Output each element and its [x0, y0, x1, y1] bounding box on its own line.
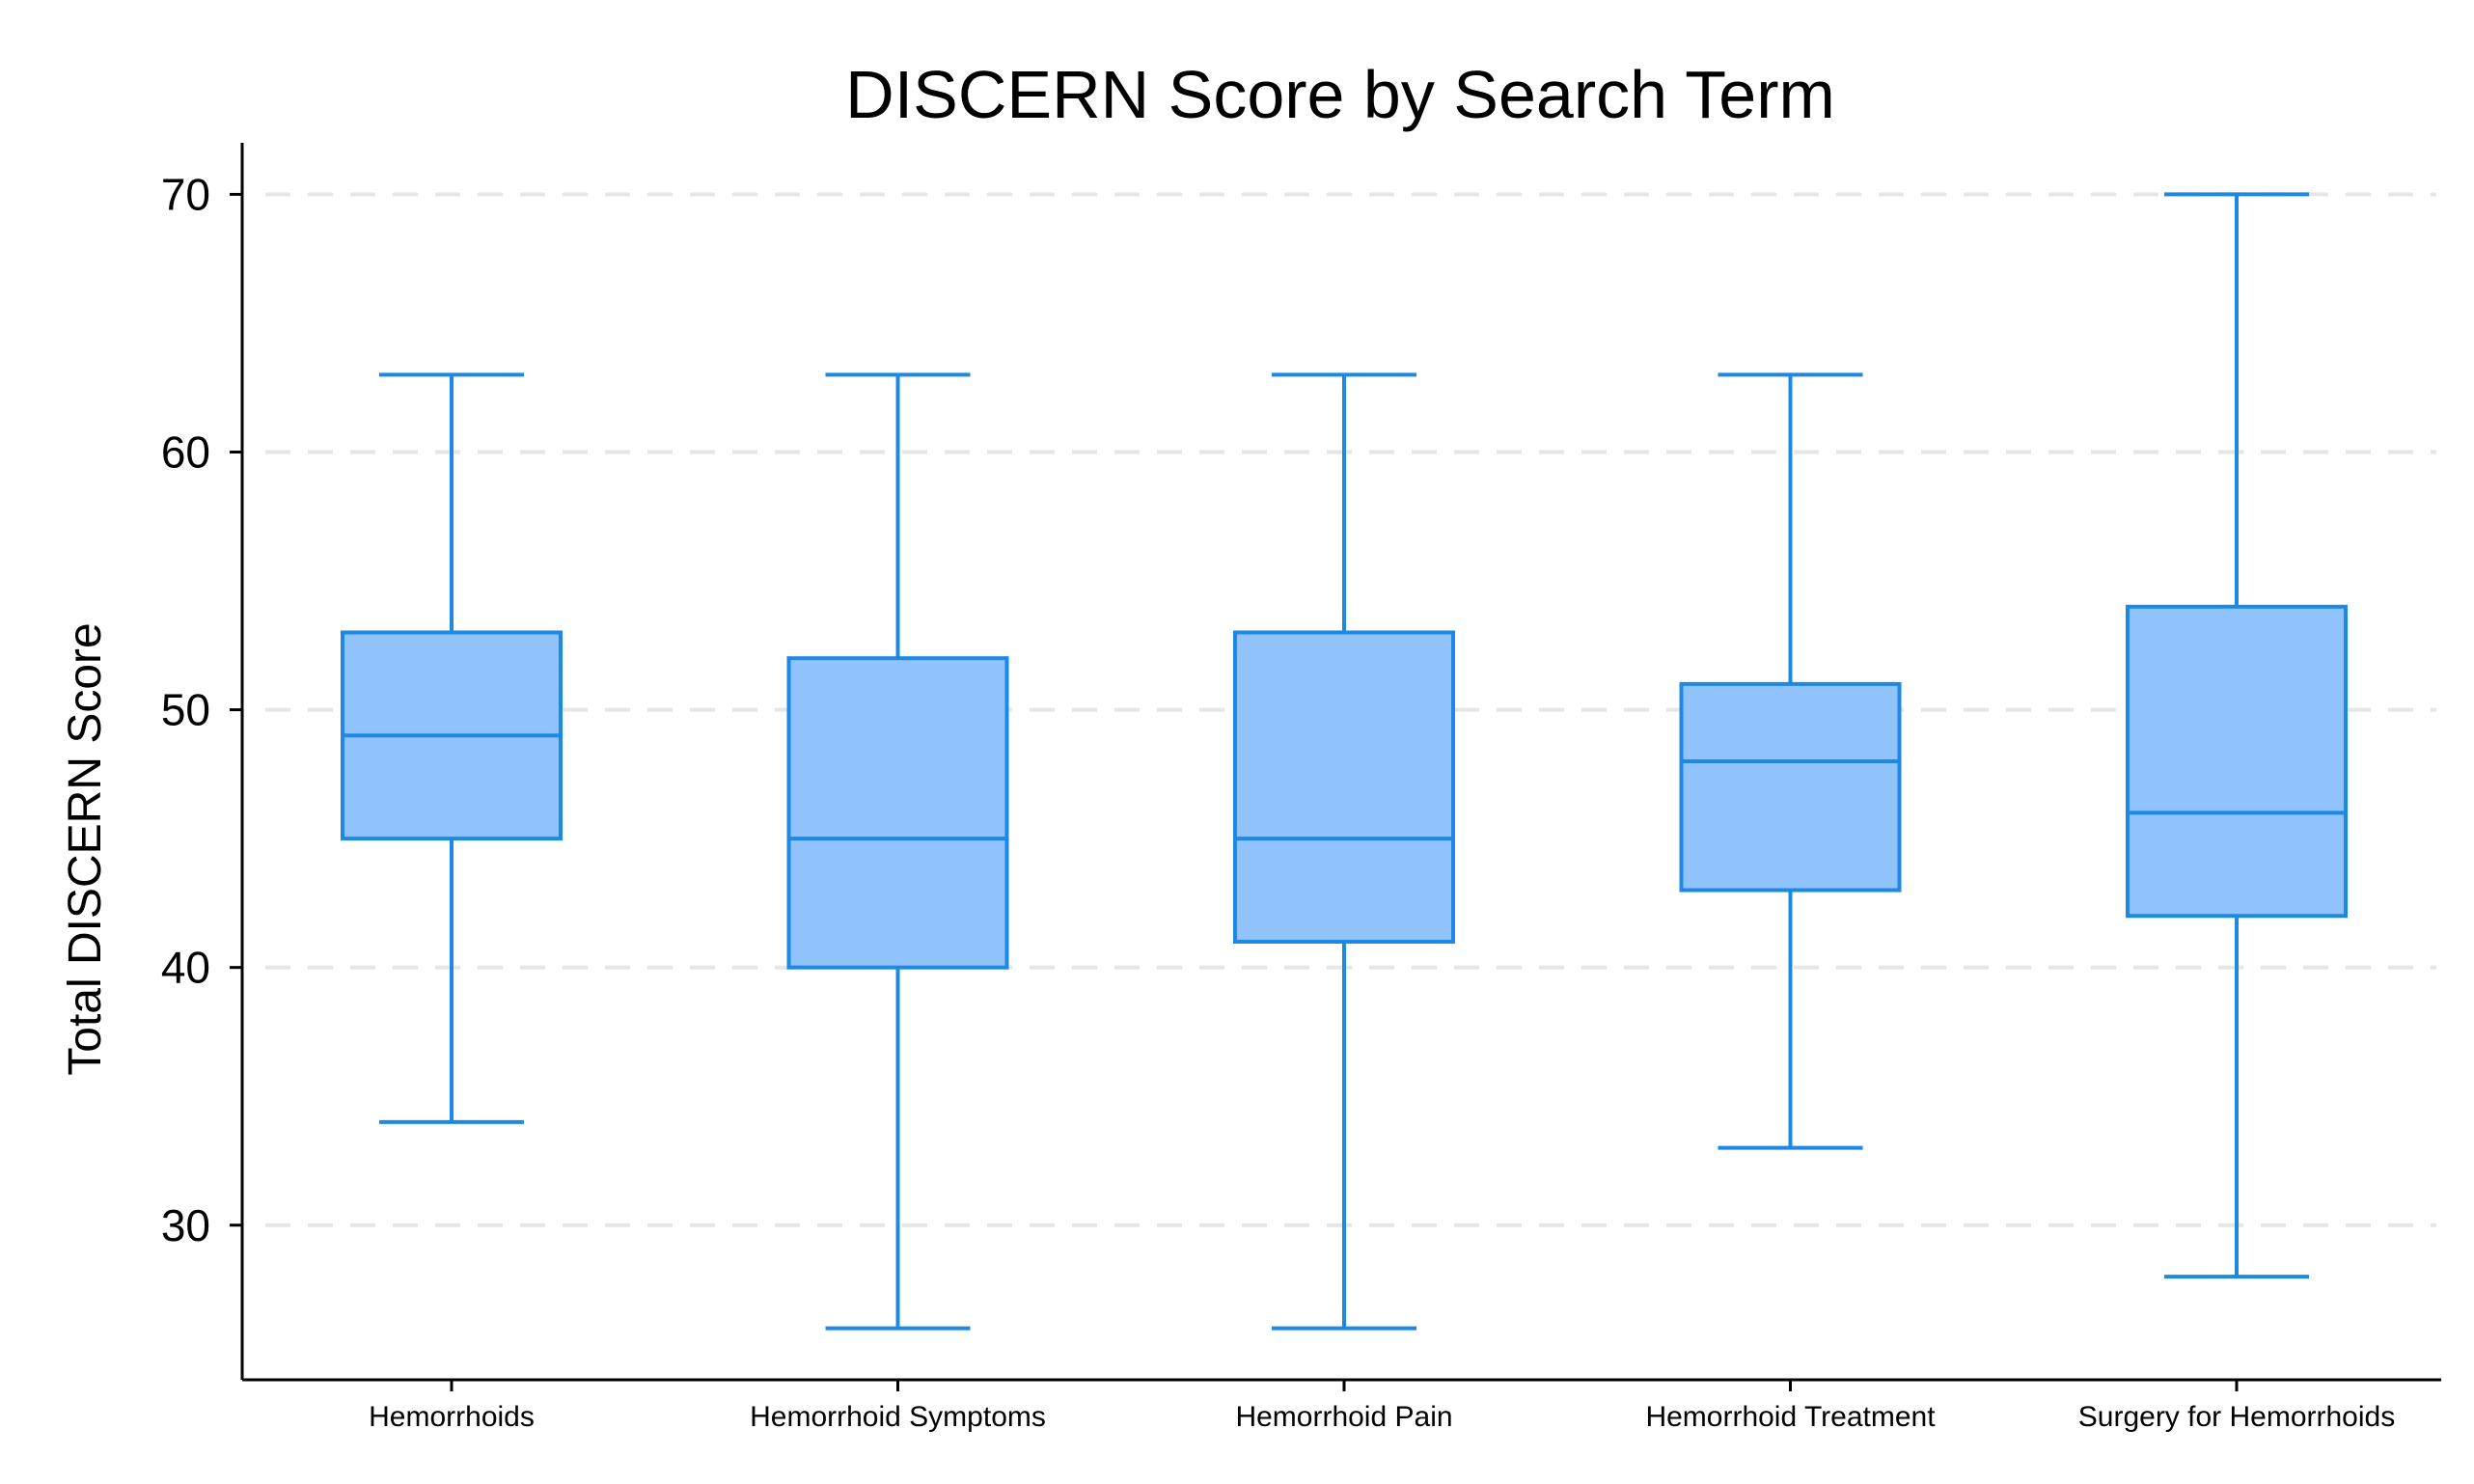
x-tick-label: Hemorrhoid Symptoms [750, 1401, 1046, 1433]
y-ticks: 30 40 50 60 70 [161, 169, 242, 1250]
iqr-box [1233, 630, 1455, 944]
boxes [341, 192, 2348, 1331]
grid-lines [265, 192, 2436, 1227]
box-plot [341, 372, 563, 1124]
x-tick-label: Hemorrhoids [369, 1401, 535, 1433]
box-plot [2126, 192, 2348, 1279]
box-plot [786, 372, 1009, 1331]
x-tick-label: Hemorrhoid Treatment [1645, 1401, 1936, 1433]
x-tick-label: Surgery for Hemorrhoids [2078, 1401, 2395, 1433]
x-tick-label: Hemorrhoid Pain [1235, 1401, 1452, 1433]
x-ticks: Hemorrhoids Hemorrhoid Symptoms Hemorrhoid… [369, 1380, 2395, 1433]
y-tick-label: 30 [161, 1200, 210, 1250]
y-tick-label: 40 [161, 943, 210, 993]
y-axis-label: Total DISCERN Score [60, 622, 111, 1075]
y-tick-label: 60 [161, 427, 210, 478]
chart-title: DISCERN Score by Search Term [845, 57, 1835, 132]
axes [240, 143, 2441, 1382]
iqr-box [2126, 604, 2348, 919]
iqr-box [1679, 681, 1902, 893]
box-plot [1233, 372, 1455, 1331]
iqr-box [786, 656, 1009, 970]
box-plot [1679, 372, 1902, 1150]
y-tick-label: 70 [161, 169, 210, 219]
y-tick-label: 50 [161, 685, 210, 735]
